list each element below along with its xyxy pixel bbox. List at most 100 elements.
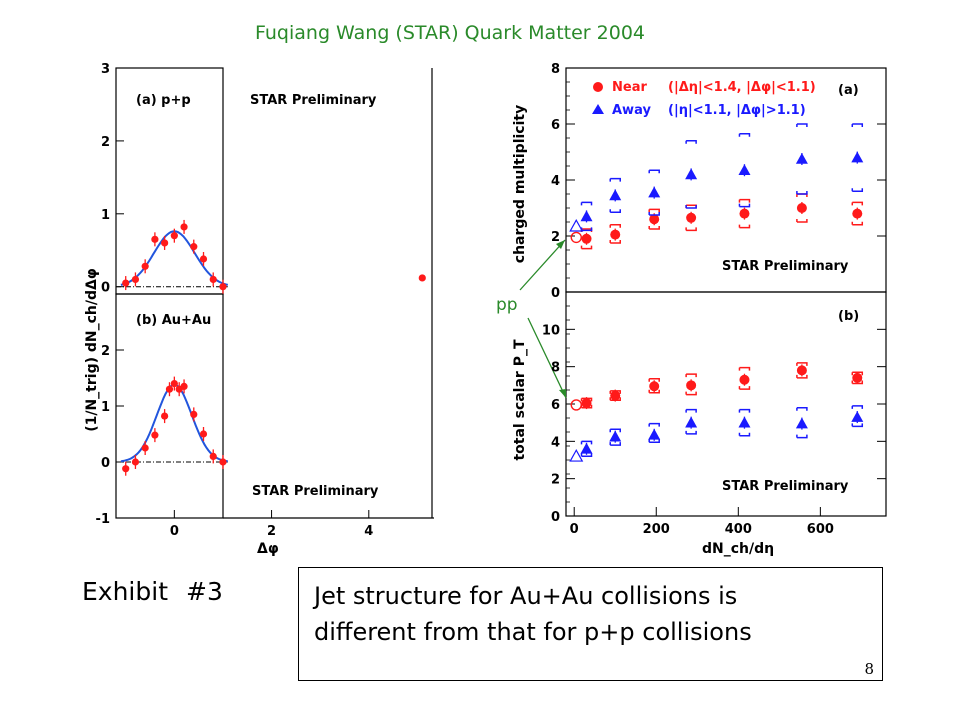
left-a-ytick-label: 2 [101,135,110,150]
left-a-point [219,283,227,291]
left-b-point [209,452,217,460]
right-b-sys-bracket [609,390,621,402]
right-panel-b-label: (b) [838,309,859,324]
pp-annotation: pp [496,295,518,315]
pp-arrow-a [519,239,566,291]
left-a-ytick-label: 1 [101,208,110,223]
legend-near-detail: (|Δη|<1.4, |Δφ|<1.1) [668,80,816,95]
right-b-pp-near-point [570,399,582,411]
right-b-sys-bracket [796,406,808,439]
right-a-away-point [609,189,622,201]
right-b-sys-bracket [851,371,864,385]
right-b-away-point [609,430,622,442]
left-a-point [141,262,149,270]
right-b-sys-bracket [648,422,660,444]
right-b-away-point [738,416,751,428]
right-b-sys-bracket [738,366,751,390]
right-a-sys-bracket [648,169,660,216]
right-b-near-point [581,398,592,409]
left-a-edge-point [418,274,426,282]
legend-away-detail: (|η|<1.1, |Δφ|>1.1) [668,103,806,118]
right-a-ytick-label: 4 [551,174,560,189]
left-b-point [131,458,140,466]
left-y-axis-label: (1/N_trig) dN_ch/dΔφ [84,268,100,432]
left-b-point [170,380,178,388]
right-b-away-point [851,411,864,422]
right-b-sys-bracket [685,408,697,435]
left-b-xtick-label: 4 [364,524,373,539]
left-b-point [141,444,149,452]
conclusion-line-2: different from that for p+p collisions [314,618,752,646]
right-a-sys-bracket [648,208,660,230]
exhibit-number: #3 [186,577,223,606]
right-b-away-point [685,416,698,428]
legend-away-name: Away [612,103,651,118]
right-b-away-point [648,428,661,440]
right-a-sys-bracket [796,123,808,195]
right-b-xtick-label: 200 [643,522,670,537]
right-b-xtick-label: 0 [570,522,579,537]
right-b-near-point [796,365,807,376]
right-a-near-point [852,208,863,219]
right-b-sys-bracket [685,373,697,396]
right-a-away-point [738,164,751,175]
right-a-sys-bracket [609,224,621,244]
left-a-ytick-label: 3 [101,62,110,77]
right-b-sys-bracket [609,428,621,446]
right-a-sys-bracket [738,198,751,229]
right-panel-a-watermark: STAR Preliminary [722,259,849,274]
right-a-ytick-label: 6 [551,118,560,133]
right-b-xtick-label: 400 [725,522,752,537]
left-b-ytick-label: 1 [101,400,110,415]
right-b-near-point [610,390,621,401]
right-b-sys-bracket [648,378,660,394]
right-b-sys-bracket [851,405,864,428]
legend-near-marker [593,82,603,92]
right-b-sys-bracket [738,408,751,437]
left-a-point [209,275,217,284]
chart-marks: 0 1 2 3 -1 0 1 2 0 2 4 0 2 4 6 8 0 2 4 6 8 10 0 200 400 600 [96,62,886,539]
left-b-xtick-label: 0 [170,524,179,539]
right-a-sys-bracket [685,140,697,209]
right-b-near-point [739,374,750,385]
left-a-point [199,255,208,263]
left-b-xtick-label: 2 [267,524,276,539]
right-b-ytick-label: 6 [551,398,560,413]
right-y-axis-label-b: total scalar P_T [512,339,528,460]
legend-away-marker [592,104,604,114]
right-a-away-point [580,210,593,222]
left-b-point [180,382,188,390]
left-b-fit-curve [120,383,228,463]
right-b-near-point [686,380,697,391]
right-a-near-point [610,229,621,240]
right-a-away-point [851,151,864,163]
right-a-near-point [796,203,807,213]
right-a-sys-bracket [796,193,808,223]
left-b-point [165,385,174,393]
pp-arrow-b [527,317,567,399]
left-b-point [199,430,208,438]
right-a-sys-bracket [738,133,751,208]
right-a-near-point [686,212,697,223]
left-b-point [190,410,198,418]
left-b-ytick-label: 0 [101,456,110,471]
right-b-near-point [649,381,660,392]
left-a-point [122,279,130,287]
right-a-ytick-label: 0 [551,286,560,301]
right-a-sys-bracket [580,228,593,250]
left-a-point [151,235,159,243]
conclusion-line-1: Jet structure for Au+Au collisions is [314,582,738,610]
right-b-ytick-label: 4 [551,435,560,450]
right-b-ytick-label: 8 [551,361,560,376]
right-b-near-point [852,372,863,383]
right-panel-a-label: (a) [838,83,859,98]
right-a-sys-bracket [609,177,621,213]
left-panel-b-label: (b) Au+Au [136,313,211,328]
right-a-sys-bracket [685,204,697,232]
right-b-sys-bracket [580,440,593,458]
left-a-point [180,223,188,231]
left-b-ytick-label: 2 [101,344,110,359]
pp-arrow-a-head [556,240,565,249]
legend-near-name: Near [612,80,647,95]
